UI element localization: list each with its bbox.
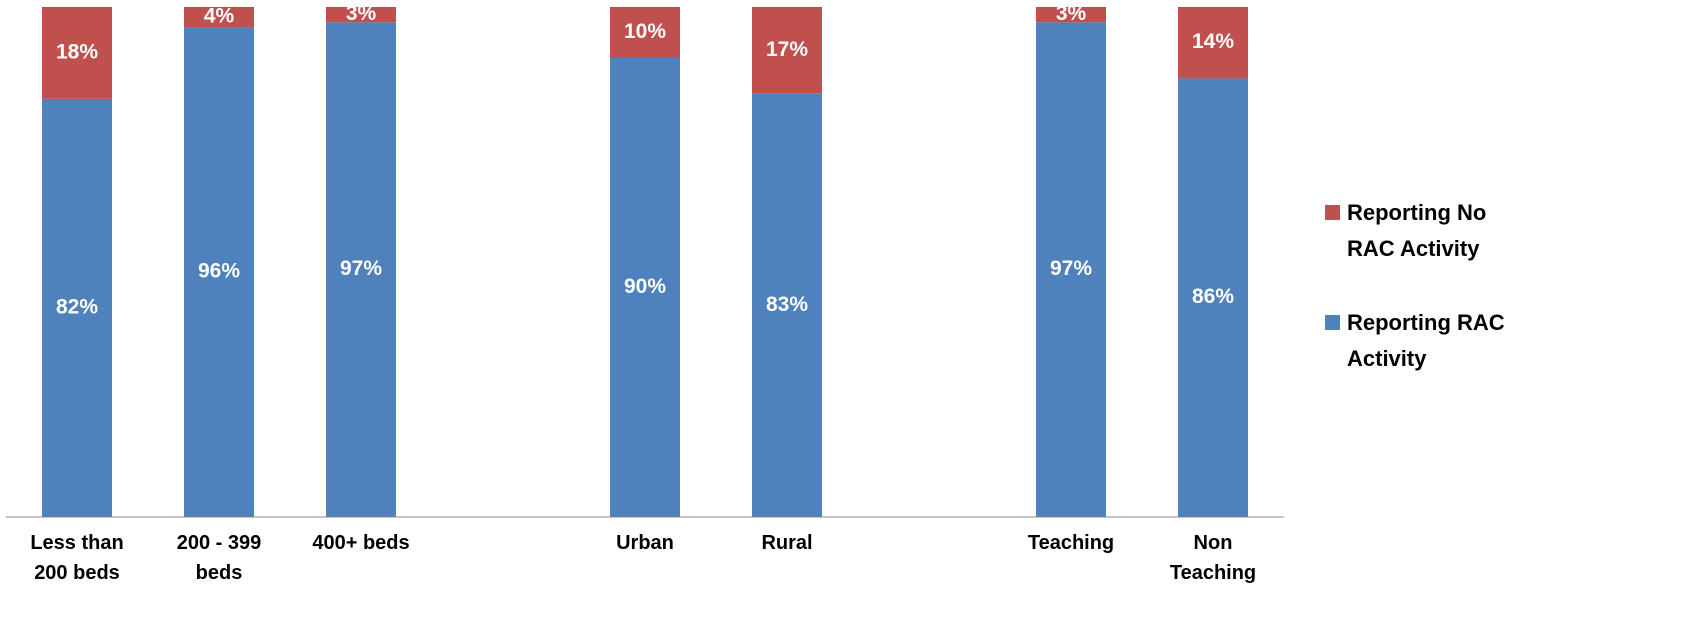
bar-segment [752,93,822,517]
bar-segment [1178,78,1248,518]
legend-swatch [1325,205,1340,220]
bar-segment [752,7,822,94]
bar-segment [1036,7,1106,23]
data-label: 97% [340,257,382,280]
data-label: 96% [198,260,240,283]
bar-segment [326,22,396,518]
bar-segment [326,7,396,23]
x-tick-label: Rural [761,532,813,554]
legend-item: Reporting No RAC Activity [1325,195,1525,267]
bar-segment [184,7,254,28]
data-label: 3% [346,2,377,25]
bar-segment [42,7,112,99]
x-tick-label: 400+ beds [312,532,410,554]
x-tick-label: Less than 200 beds [30,532,124,584]
data-label: 90% [624,275,666,298]
legend-swatch [1325,315,1340,330]
legend-item: Reporting RAC Activity [1325,305,1525,377]
bar-segment [610,58,680,517]
data-label: 14% [1192,30,1234,53]
x-tick-label: Urban [616,532,674,554]
data-label: 17% [766,38,808,61]
data-label: 4% [204,5,235,28]
data-label: 86% [1192,285,1234,308]
data-label: 82% [56,295,98,318]
bar-segment [184,27,254,518]
data-label: 18% [56,40,98,63]
bar-segment [1178,7,1248,79]
legend-label: Reporting No RAC Activity [1347,200,1487,261]
data-label: 10% [624,20,666,43]
data-label: 3% [1056,2,1087,25]
x-tick-label: 200 - 399 beds [176,532,262,584]
data-label: 97% [1050,257,1092,280]
bar-segment [1036,22,1106,518]
legend-label: Reporting RAC Activity [1347,310,1505,371]
x-tick-label: Non Teaching [1169,532,1257,584]
x-tick-label: Teaching [1027,532,1115,554]
data-label: 83% [766,293,808,316]
bar-segment [42,98,112,518]
bar-segment [610,7,680,58]
